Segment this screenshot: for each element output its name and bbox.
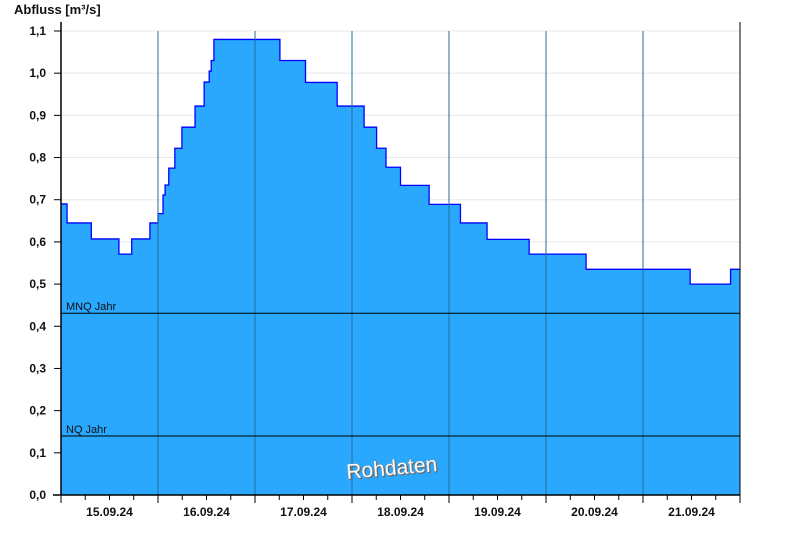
x-tick-label: 19.09.24	[474, 505, 521, 519]
y-tick-label: 0,4	[29, 319, 46, 333]
y-tick-label: 0,7	[29, 193, 46, 207]
x-tick-label: 17.09.24	[280, 505, 327, 519]
y-tick-label: 0,3	[29, 361, 46, 375]
reference-label: NQ Jahr	[66, 424, 107, 436]
y-tick-label: 0,5	[29, 277, 46, 291]
y-tick-label: 0,6	[29, 235, 46, 249]
y-tick-label: 1,1	[29, 24, 46, 38]
y-tick-label: 0,1	[29, 446, 46, 460]
y-tick-label: 0,9	[29, 108, 46, 122]
reference-label: MNQ Jahr	[66, 301, 116, 313]
y-axis-title: Abfluss [m³/s]	[14, 2, 101, 17]
discharge-line	[61, 38, 740, 285]
x-tick-label: 20.09.24	[571, 505, 618, 519]
y-tick-label: 0,8	[29, 151, 46, 165]
y-tick-label: 0,2	[29, 404, 46, 418]
x-tick-label: 18.09.24	[377, 505, 424, 519]
x-tick-label: 15.09.24	[86, 505, 133, 519]
discharge-area	[61, 39, 740, 495]
x-tick-label: 16.09.24	[183, 505, 230, 519]
x-tick-label: 21.09.24	[668, 505, 715, 519]
y-tick-label: 0,0	[29, 488, 46, 502]
y-tick-label: 1,0	[29, 66, 46, 80]
